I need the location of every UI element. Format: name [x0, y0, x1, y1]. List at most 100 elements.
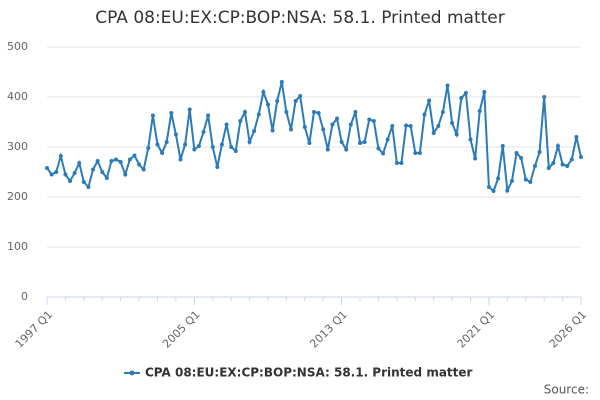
point [54, 170, 59, 174]
point [247, 140, 252, 144]
point [229, 145, 234, 149]
point [532, 164, 537, 168]
point [546, 166, 551, 170]
point [523, 177, 528, 182]
point [127, 157, 132, 162]
point [81, 180, 86, 184]
point [468, 137, 473, 142]
point [496, 176, 501, 181]
point [284, 110, 289, 114]
y-tick-label: 400 [7, 90, 28, 103]
point [505, 188, 510, 193]
point [100, 170, 105, 174]
point [399, 161, 404, 165]
point [252, 129, 257, 133]
point [450, 121, 455, 125]
point [261, 90, 266, 94]
point [565, 164, 570, 168]
point [431, 131, 436, 135]
point [509, 179, 514, 183]
point [104, 176, 109, 180]
point [275, 99, 280, 103]
x-tick-label: 2005 Q1 [160, 308, 203, 351]
point [482, 90, 487, 94]
point [164, 140, 169, 144]
point [385, 137, 390, 142]
point [555, 144, 560, 148]
point [542, 95, 547, 99]
point [569, 157, 574, 162]
point [491, 189, 496, 193]
x-tick-label: 1997 Q1 [13, 308, 56, 351]
point [376, 146, 381, 151]
point [288, 127, 293, 132]
point [118, 160, 123, 164]
y-tick-label: 500 [7, 40, 28, 53]
point [109, 159, 114, 163]
point [210, 145, 215, 149]
point [224, 122, 229, 127]
point [233, 149, 238, 153]
point [307, 141, 312, 145]
point [371, 119, 376, 123]
point [348, 122, 353, 127]
point [242, 110, 247, 114]
point [173, 132, 178, 137]
point [394, 161, 399, 165]
point [537, 150, 542, 154]
point [95, 159, 100, 163]
point [330, 122, 335, 127]
point [77, 161, 82, 165]
source: Source: [544, 383, 589, 397]
point [215, 165, 220, 169]
point [68, 179, 73, 183]
point [528, 180, 533, 184]
point [422, 112, 427, 117]
point [141, 167, 146, 172]
point [206, 113, 211, 118]
point [155, 142, 160, 147]
point [192, 147, 197, 152]
point [519, 156, 524, 160]
point [440, 110, 445, 114]
point [86, 185, 91, 189]
point [367, 117, 372, 122]
point [321, 127, 326, 132]
y-tick-label: 0 [21, 290, 28, 303]
point [114, 157, 119, 162]
point [201, 130, 206, 134]
point [132, 153, 137, 158]
point [256, 112, 261, 117]
point [146, 146, 151, 150]
point [335, 116, 340, 121]
x-tick-label: 2013 Q1 [307, 308, 350, 351]
point [551, 161, 556, 165]
point [45, 166, 49, 170]
x-tick-label: 2021 Q1 [455, 308, 498, 351]
point [178, 157, 183, 162]
point [196, 144, 201, 148]
legend-label: CPA 08:EU:EX:CP:BOP:NSA: 58.1. Printed m… [145, 366, 473, 380]
y-tick-label: 100 [7, 240, 28, 253]
point [339, 140, 344, 144]
point [219, 142, 224, 147]
point [473, 156, 478, 161]
point [417, 151, 422, 155]
point [358, 141, 363, 145]
point [49, 172, 54, 177]
point [560, 162, 565, 167]
point [381, 151, 386, 156]
point [316, 111, 321, 115]
point [514, 151, 519, 155]
point [183, 142, 188, 147]
point [72, 171, 77, 175]
point [265, 102, 270, 107]
y-tick-label: 200 [7, 190, 28, 203]
point [427, 98, 432, 103]
point [58, 154, 63, 158]
point [500, 144, 505, 148]
x-tick-label: 2026 Q1 [547, 308, 590, 351]
point [137, 162, 142, 167]
